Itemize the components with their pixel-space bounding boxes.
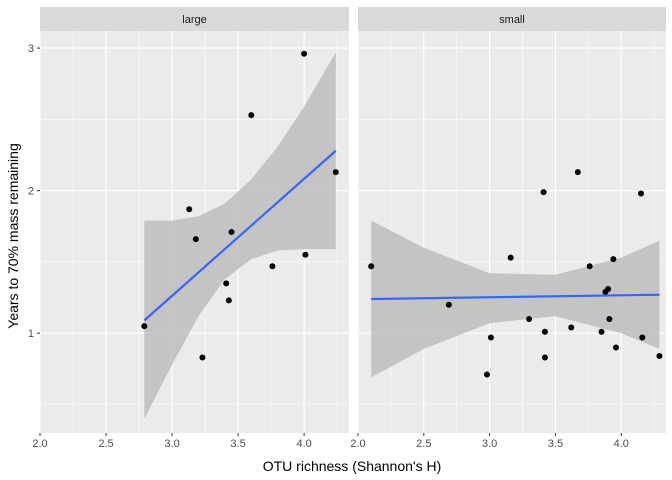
x-tick-label: 3.0 bbox=[164, 438, 179, 450]
facet-strip-label: small bbox=[499, 14, 525, 26]
data-point bbox=[612, 344, 619, 351]
data-point bbox=[225, 297, 232, 304]
x-tick-label: 3.5 bbox=[230, 438, 245, 450]
data-point bbox=[186, 206, 193, 213]
data-point bbox=[605, 286, 612, 293]
data-point bbox=[598, 328, 605, 335]
x-tick-label: 2.5 bbox=[416, 438, 431, 450]
data-point bbox=[540, 189, 547, 196]
panel-background bbox=[358, 31, 666, 433]
x-tick-label: 2.0 bbox=[32, 438, 47, 450]
data-point bbox=[269, 263, 276, 270]
x-tick-label: 3.0 bbox=[482, 438, 497, 450]
data-point bbox=[368, 263, 375, 270]
data-point bbox=[141, 323, 148, 330]
data-point bbox=[302, 251, 309, 258]
data-point bbox=[639, 334, 646, 341]
facet-strip-label: large bbox=[182, 14, 206, 26]
y-tick-label: 2 bbox=[28, 186, 34, 198]
data-point bbox=[223, 280, 230, 287]
y-axis-title: Years to 70% mass remaining bbox=[5, 143, 21, 328]
regression-line bbox=[143, 149, 337, 322]
data-point bbox=[487, 334, 494, 341]
x-tick-label: 4.0 bbox=[614, 438, 629, 450]
data-point bbox=[541, 328, 548, 335]
facet-strip bbox=[40, 7, 349, 31]
data-point bbox=[568, 324, 575, 331]
facet-panel-large: large 2.0 2.5 3.0 3.5 4.0 1 2 3 bbox=[28, 7, 349, 450]
data-point bbox=[483, 371, 490, 378]
x-tick-label: 2.5 bbox=[98, 438, 113, 450]
x-axis-title: OTU richness (Shannon's H) bbox=[263, 458, 442, 474]
facet-strip bbox=[358, 7, 666, 31]
data-point bbox=[637, 190, 644, 197]
confidence-band bbox=[371, 220, 660, 378]
facet-panel-small: small 2.0 2.5 3.0 3.5 4.0 bbox=[350, 7, 666, 450]
data-point bbox=[586, 263, 593, 270]
data-point bbox=[526, 315, 533, 322]
facet-panels: large 2.0 2.5 3.0 3.5 4.0 1 2 3 small 2.0 2.5 3.0 3.5… bbox=[28, 7, 666, 450]
data-point bbox=[610, 256, 617, 263]
data-point bbox=[248, 112, 255, 119]
data-point bbox=[228, 229, 235, 235]
data-point bbox=[192, 236, 199, 243]
data-point bbox=[606, 315, 613, 322]
x-tick-label: 3.5 bbox=[548, 438, 563, 450]
data-point bbox=[574, 169, 581, 176]
data-point bbox=[332, 169, 339, 176]
x-tick-label: 2.0 bbox=[350, 438, 365, 450]
data-point bbox=[507, 254, 514, 261]
regression-line bbox=[371, 293, 660, 301]
data-point bbox=[445, 301, 452, 308]
y-tick-label: 1 bbox=[28, 328, 34, 340]
data-point bbox=[199, 354, 206, 361]
data-point bbox=[656, 353, 663, 360]
data-point bbox=[301, 50, 308, 57]
y-tick-label: 3 bbox=[28, 43, 34, 55]
x-tick-label: 4.0 bbox=[296, 438, 311, 450]
data-point bbox=[541, 354, 548, 361]
